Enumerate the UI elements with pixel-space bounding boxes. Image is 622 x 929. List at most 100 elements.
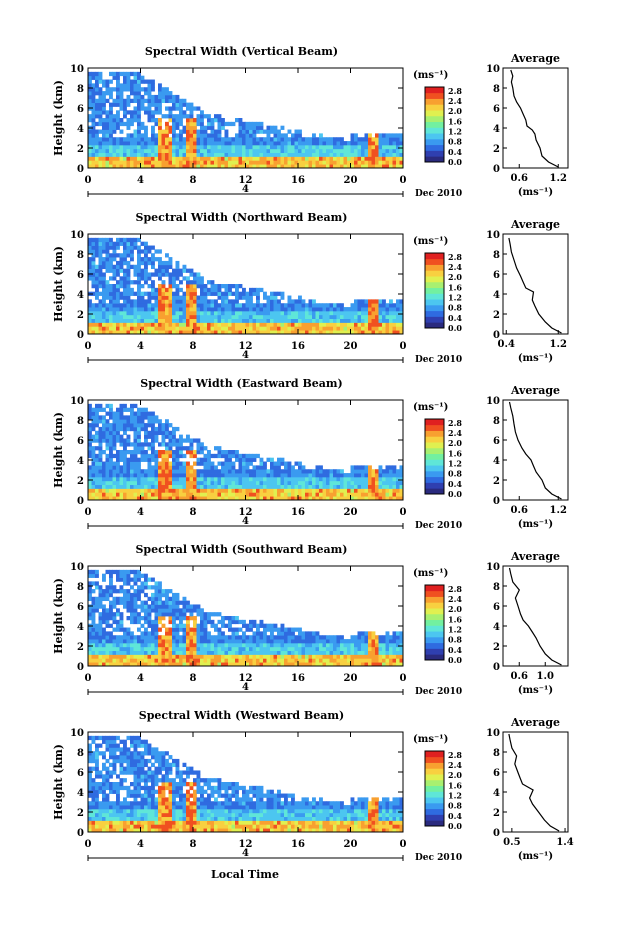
- heatmap-cell: [130, 156, 134, 161]
- heatmap-cell: [140, 473, 145, 478]
- heatmap-cell: [158, 87, 162, 92]
- heatmap-cell: [189, 291, 194, 296]
- heatmap-cell: [151, 110, 155, 115]
- heatmap-cell: [259, 322, 264, 327]
- heatmap-cell: [116, 295, 120, 300]
- heatmap-cell: [98, 141, 103, 146]
- heatmap-cell: [378, 137, 383, 142]
- heatmap-cell: [158, 83, 162, 88]
- heatmap-cell: [350, 133, 355, 138]
- heatmap-cell: [158, 164, 162, 169]
- heatmap-cell: [91, 457, 96, 462]
- heatmap-cell: [130, 110, 134, 115]
- heatmap-cell: [102, 434, 106, 439]
- heatmap-cell: [270, 484, 274, 489]
- heatmap-cell: [126, 434, 131, 439]
- heatmap-cell: [354, 152, 358, 157]
- y-tick-label: 8: [77, 84, 84, 95]
- heatmap-cell: [249, 299, 253, 304]
- heatmap-cell: [396, 318, 400, 323]
- heatmap-cell: [284, 646, 288, 652]
- heatmap-cell: [329, 322, 334, 327]
- heatmap-cell: [158, 642, 162, 648]
- heatmap-cell: [172, 612, 176, 617]
- heatmap-cell: [168, 156, 173, 161]
- heatmap-cell: [102, 426, 106, 432]
- heatmap-cell: [168, 287, 173, 293]
- heatmap-cell: [91, 616, 96, 621]
- heatmap-cell: [245, 623, 250, 628]
- heatmap-cell: [245, 318, 250, 323]
- heatmap-cell: [364, 156, 369, 161]
- heatmap-cell: [119, 237, 124, 243]
- heatmap-cell: [228, 160, 232, 165]
- heatmap-cell: [189, 476, 194, 482]
- heatmap-cell: [336, 496, 341, 501]
- heatmap-cell: [161, 91, 166, 96]
- heatmap-cell: [364, 635, 369, 640]
- heatmap-cell: [130, 245, 134, 250]
- heatmap-cell: [263, 307, 267, 312]
- heatmap-cell: [298, 631, 302, 636]
- heatmap-cell: [368, 469, 372, 474]
- heatmap-cell: [291, 160, 295, 165]
- heatmap-cell: [245, 476, 250, 482]
- heatmap-cell: [308, 662, 313, 667]
- heatmap-cell: [98, 635, 103, 640]
- heatmap-cell: [95, 407, 99, 412]
- heatmap-cell: [245, 646, 250, 652]
- heatmap-cell: [266, 642, 271, 648]
- heatmap-cell: [221, 496, 225, 501]
- heatmap-cell: [182, 476, 187, 482]
- heatmap-cell: [91, 473, 96, 478]
- heatmap-cell: [364, 658, 369, 663]
- heatmap-cell: [109, 453, 113, 459]
- heatmap-cell: [399, 488, 404, 493]
- avg-x-tick-label: 1.2: [550, 339, 567, 350]
- heatmap-cell: [98, 307, 103, 312]
- heatmap-cell: [189, 658, 194, 663]
- heatmap-cell: [168, 453, 173, 459]
- heatmap-cell: [217, 453, 222, 459]
- heatmap-cell: [144, 600, 148, 605]
- avg-xlabel: (ms⁻¹): [518, 353, 553, 364]
- heatmap-cell: [102, 257, 106, 262]
- heatmap-cell: [368, 658, 372, 663]
- heatmap-cell: [277, 160, 281, 165]
- heatmap-cell: [133, 106, 138, 111]
- heatmap-cell: [172, 156, 176, 161]
- heatmap-cell: [375, 646, 379, 652]
- heatmap-cell: [144, 164, 148, 169]
- heatmap-cell: [158, 596, 162, 602]
- heatmap-cell: [347, 164, 351, 169]
- heatmap-cell: [193, 322, 197, 327]
- heatmap-cell: [172, 299, 176, 304]
- heatmap-cell: [182, 330, 187, 335]
- heatmap-cell: [280, 488, 285, 493]
- heatmap-cell: [186, 287, 190, 293]
- heatmap-cell: [298, 492, 302, 497]
- heatmap-cell: [315, 160, 320, 165]
- heatmap-cell: [294, 484, 299, 489]
- heatmap-cell: [105, 496, 110, 501]
- heatmap-cell: [277, 148, 281, 154]
- heatmap-cell: [315, 639, 320, 644]
- heatmap-cell: [88, 106, 92, 111]
- heatmap-cell: [179, 110, 183, 115]
- heatmap-cell: [214, 152, 218, 157]
- heatmap-cell: [189, 295, 194, 300]
- heatmap-cell: [126, 631, 131, 636]
- heatmap-cell: [291, 492, 295, 497]
- heatmap-cell: [189, 307, 194, 312]
- heatmap-cell: [182, 465, 187, 470]
- heatmap-cell: [277, 307, 281, 312]
- heatmap-cell: [137, 654, 141, 659]
- heatmap-cell: [133, 600, 138, 605]
- x-tick-label: 0: [400, 175, 407, 186]
- heatmap-cell: [333, 646, 337, 652]
- heatmap-cell: [161, 650, 166, 655]
- heatmap-cell: [301, 307, 306, 312]
- heatmap-cell: [200, 284, 204, 289]
- heatmap-cell: [168, 307, 173, 312]
- heatmap-cell: [315, 152, 320, 157]
